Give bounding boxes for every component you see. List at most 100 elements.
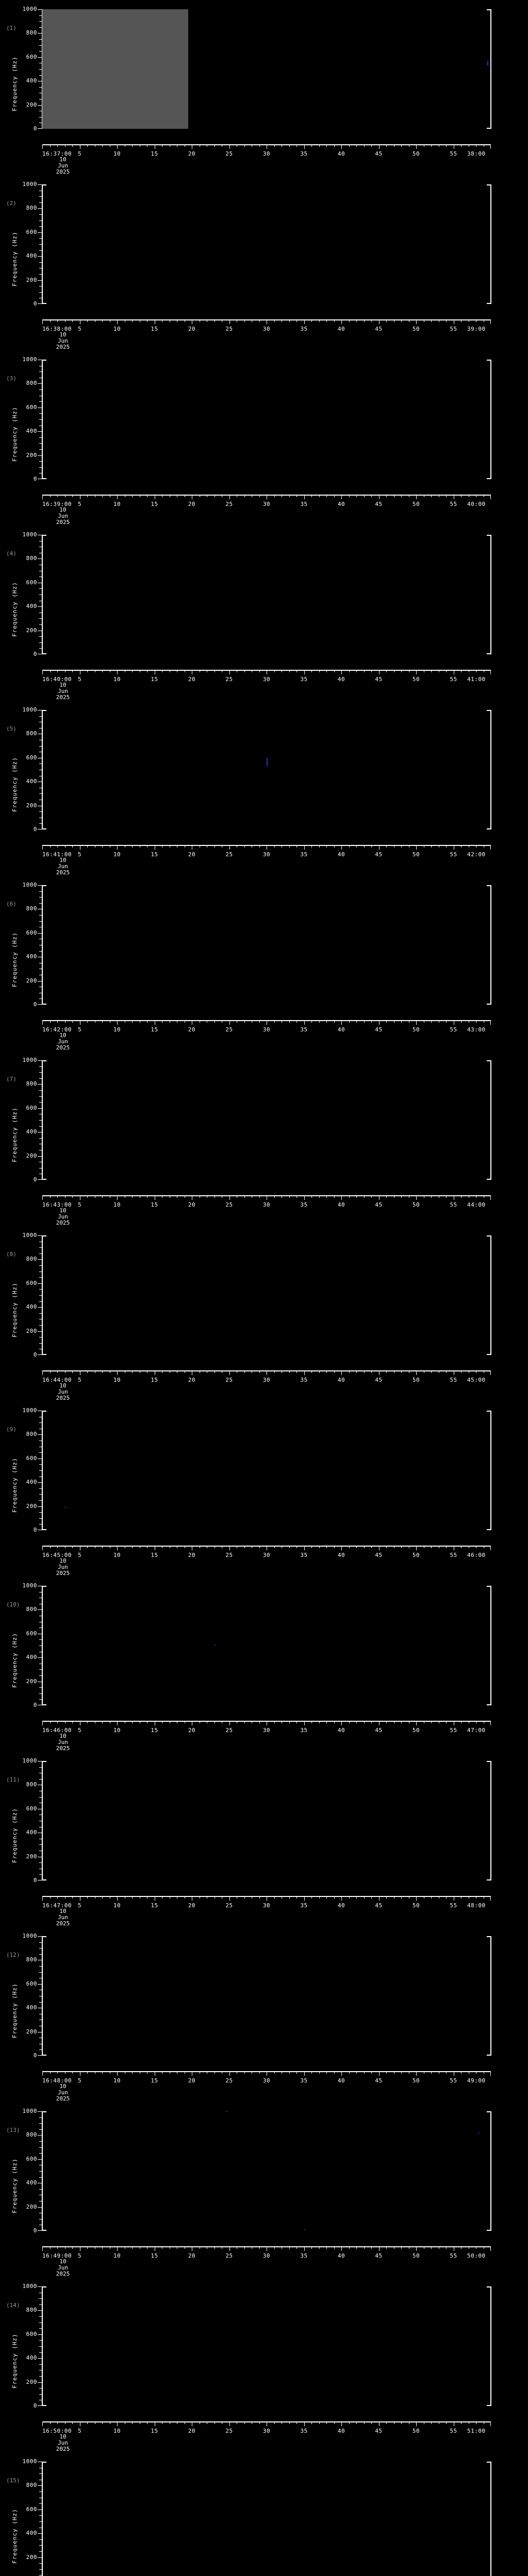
- y-axis-minor-tick: [39, 2153, 42, 2154]
- y-axis-tick-label: 400: [26, 1128, 37, 1136]
- y-axis-tick-label: 200: [26, 451, 37, 459]
- y-axis-minor-tick: [39, 419, 42, 420]
- x-axis: 16:48:00 5 10 15 20 25 30 35 40 45 50 55 49:00: [42, 2071, 491, 2084]
- x-axis-tick-label: 20: [188, 851, 196, 858]
- axis-end-cap: [42, 1879, 46, 1880]
- x-axis-date-line: 10: [59, 1207, 67, 1214]
- y-axis-major-tick: [38, 2310, 42, 2311]
- y-axis-tick-label: 800: [26, 1606, 37, 1613]
- x-axis-minor-tick: [386, 845, 387, 848]
- axis-end-cap: [42, 1529, 46, 1530]
- x-axis-minor-tick: [296, 144, 297, 147]
- x-axis-tick-label: 20: [188, 150, 196, 157]
- y-axis-tick-label: 0: [33, 1351, 37, 1358]
- y-axis-tick-label: 0: [33, 2227, 37, 2234]
- y-axis-minor-tick: [39, 2521, 42, 2522]
- x-axis-date-line: 10: [59, 1733, 67, 1739]
- x-axis-minor-tick: [57, 1896, 58, 1899]
- x-axis-minor-tick: [446, 2071, 447, 2074]
- x-axis-minor-tick: [431, 2421, 432, 2424]
- x-axis-minor-tick: [274, 495, 275, 497]
- x-axis-tick-label: 50: [412, 1377, 420, 1383]
- x-axis-tick-label: 55: [450, 1552, 457, 1558]
- x-axis-tick-label: 35: [300, 1377, 308, 1383]
- x-axis-major-tick: [341, 1370, 342, 1375]
- x-axis-tick-label: 40: [337, 1552, 345, 1558]
- y-axis-minor-tick: [39, 624, 42, 625]
- x-axis-minor-tick: [57, 670, 58, 672]
- x-axis-major-tick: [117, 1546, 118, 1550]
- y-axis-minor-tick: [39, 1325, 42, 1326]
- x-axis-minor-tick: [87, 319, 88, 322]
- y-axis-tick-label: 600: [26, 579, 37, 586]
- x-axis-minor-tick: [401, 2421, 402, 2424]
- x-axis-tick-label: 25: [225, 1727, 233, 1734]
- x-axis-minor-tick: [371, 1546, 372, 1548]
- spectrogram-panel: (15)Frequency (Hz)1000800600400200016:51…: [0, 2450, 528, 2576]
- x-axis-minor-tick: [334, 845, 335, 848]
- x-axis-minor-tick: [214, 845, 215, 848]
- x-axis-start-time-label: 16:39:00: [42, 501, 72, 507]
- x-axis-minor-tick: [102, 1546, 103, 1548]
- x-axis-minor-tick: [214, 1195, 215, 1198]
- x-axis-minor-tick: [311, 2071, 312, 2074]
- x-axis-minor-tick: [244, 495, 245, 497]
- x-axis-tick-label: 5: [77, 1552, 82, 1558]
- x-axis-start-time-label: 16:46:00: [42, 1727, 72, 1734]
- y-axis-minor-tick: [39, 1942, 42, 1943]
- x-axis-minor-tick: [72, 2421, 73, 2424]
- x-axis-minor-tick: [356, 2246, 357, 2249]
- x-axis-minor-tick: [50, 1370, 51, 1373]
- y-axis-minor-tick: [39, 2340, 42, 2341]
- x-axis-minor-tick: [102, 144, 103, 147]
- y-axis-tick-label: 400: [26, 428, 37, 435]
- x-axis-minor-tick: [50, 2421, 51, 2424]
- x-axis-minor-tick: [319, 2246, 320, 2249]
- x-axis-minor-tick: [132, 1896, 133, 1899]
- x-axis-major-tick: [229, 845, 230, 850]
- axis-line-right: [490, 2286, 491, 2406]
- x-axis-minor-tick: [57, 2246, 58, 2249]
- x-axis-minor-tick: [446, 670, 447, 672]
- x-axis-minor-tick: [289, 319, 290, 322]
- y-axis-minor-tick: [39, 1972, 42, 1973]
- x-axis-tick-label: 40: [337, 2428, 345, 2434]
- x-axis-major-tick: [42, 319, 43, 324]
- x-axis-minor-tick: [87, 1546, 88, 1548]
- y-axis-tick-label: 600: [26, 1104, 37, 1111]
- x-axis-minor-tick: [371, 1370, 372, 1373]
- x-axis-major-tick: [229, 1195, 230, 1200]
- x-axis-start-time-label: 16:40:00: [42, 676, 72, 683]
- x-axis-date-stack: 10 Jun 2025: [32, 1383, 94, 1401]
- x-axis-tick-label: 30: [262, 851, 271, 858]
- axis-line-right: [490, 9, 491, 129]
- x-axis-minor-tick: [274, 670, 275, 672]
- x-axis-start-time-label: 16:43:00: [42, 1201, 72, 1208]
- x-axis-minor-tick: [319, 319, 320, 322]
- x-axis-tick-label: 55: [450, 326, 457, 332]
- x-axis-major-tick: [341, 845, 342, 850]
- x-axis-minor-tick: [401, 845, 402, 848]
- y-axis-minor-tick: [39, 2394, 42, 2395]
- x-axis-minor-tick: [274, 1020, 275, 1023]
- y-axis-minor-tick: [39, 1343, 42, 1344]
- plot-area: [38, 2111, 491, 2231]
- x-axis-minor-tick: [446, 319, 447, 322]
- x-axis-end-time-label: 39:00: [467, 326, 486, 332]
- x-axis-date-stack: 10 Jun 2025: [32, 332, 94, 350]
- detection-marker: [214, 1645, 216, 1646]
- x-axis-minor-tick: [401, 2246, 402, 2249]
- y-axis-tick-label: 800: [26, 1781, 37, 1788]
- x-axis-minor-tick: [356, 1721, 357, 1723]
- y-axis-tick-label: 200: [26, 2203, 37, 2210]
- x-axis-minor-tick: [326, 2421, 327, 2424]
- x-axis-end-time-label: 49:00: [467, 2077, 486, 2084]
- x-axis-minor-tick: [244, 1896, 245, 1899]
- y-axis-minor-tick: [39, 1301, 42, 1302]
- x-axis-minor-tick: [274, 2071, 275, 2074]
- x-axis-minor-tick: [244, 2246, 245, 2249]
- axis-end-cap: [487, 1936, 491, 1937]
- y-axis-minor-tick: [39, 998, 42, 999]
- y-axis-tick-label: 0: [33, 826, 37, 833]
- x-axis-major-tick: [416, 2071, 417, 2076]
